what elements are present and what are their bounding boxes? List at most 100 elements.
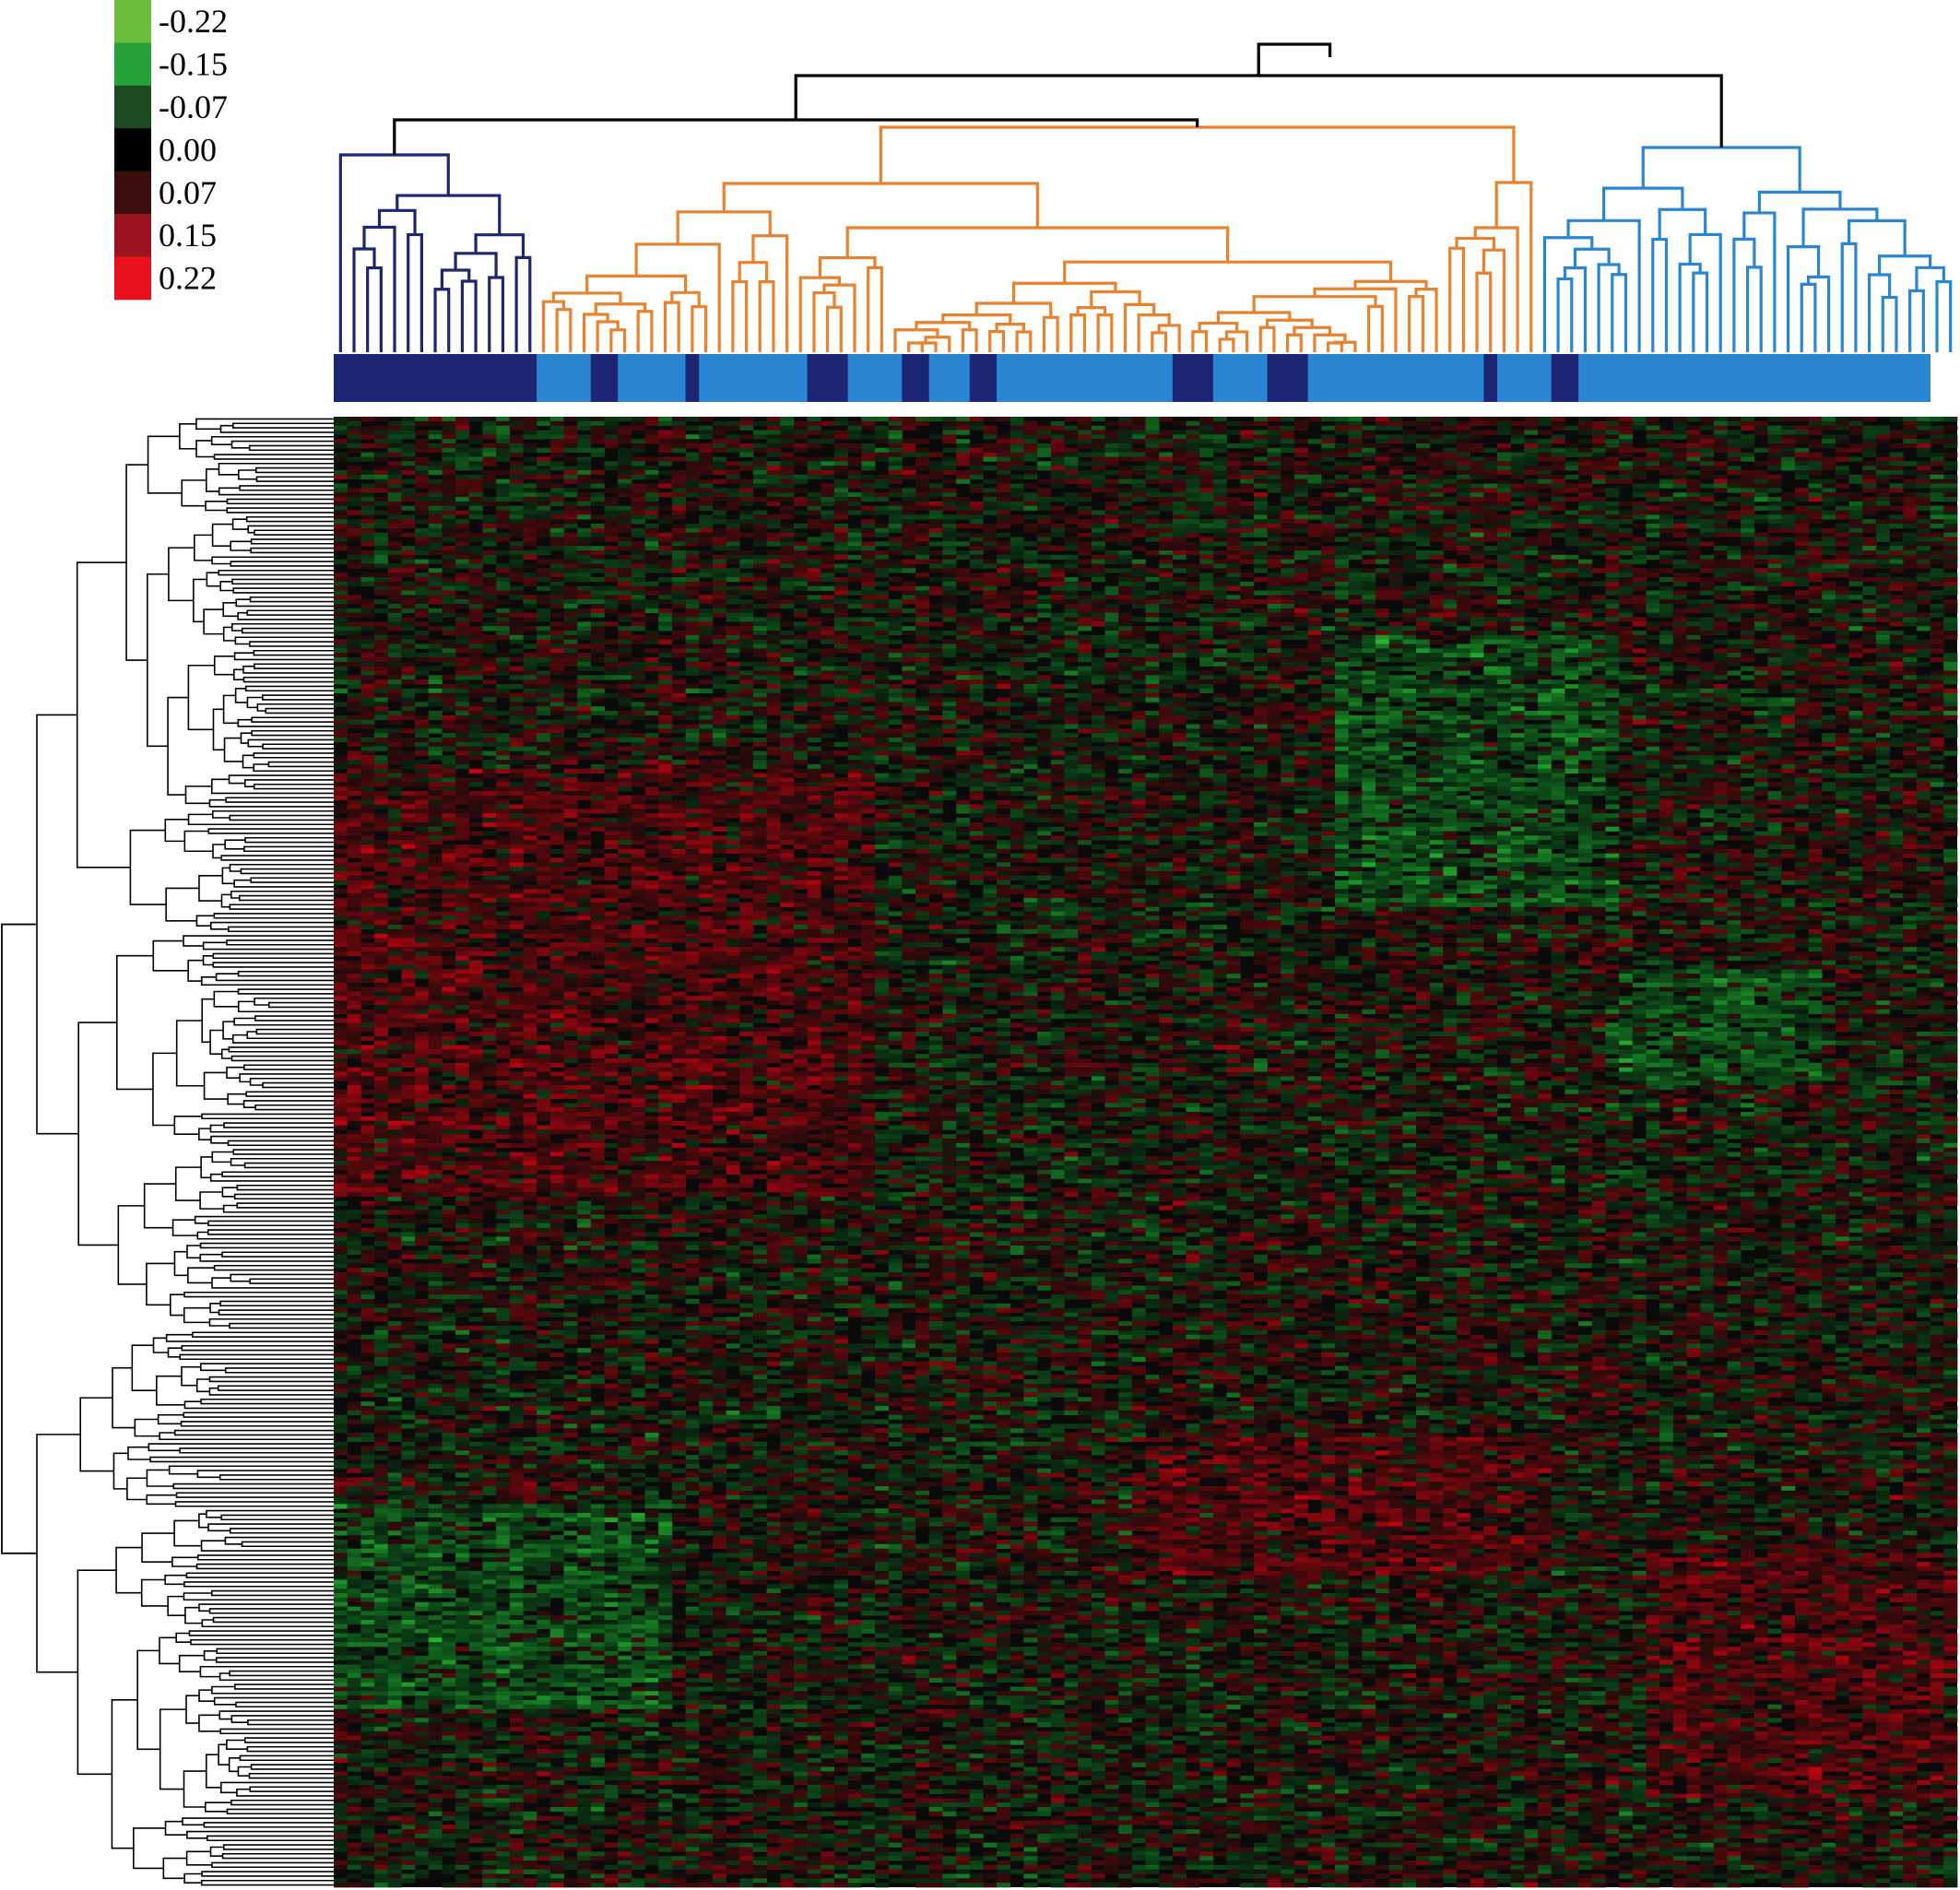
- heatmap-cell: [1307, 510, 1322, 515]
- heatmap-cell: [1497, 626, 1512, 632]
- row-dendrogram-branch: [181, 479, 207, 507]
- column-dendrogram-branch: [867, 266, 883, 352]
- heatmap-cell: [1700, 510, 1715, 515]
- heatmap-cell: [509, 452, 524, 457]
- heatmap-cell: [1253, 559, 1268, 564]
- heatmap-cell: [1240, 612, 1255, 618]
- heatmap-cell: [1307, 612, 1322, 618]
- heatmap-cell: [888, 488, 903, 493]
- row-dendrogram-branch: [159, 1432, 334, 1441]
- row-dendrogram-branch: [202, 941, 334, 951]
- heatmap-cell: [549, 577, 564, 583]
- heatmap-cell: [442, 563, 456, 569]
- heatmap-cell: [1551, 483, 1565, 489]
- heatmap-cell: [1916, 527, 1931, 534]
- heatmap-cell: [537, 568, 551, 573]
- heatmap-cell: [523, 510, 537, 515]
- heatmap-cell: [523, 497, 537, 502]
- heatmap-cell: [1659, 585, 1674, 591]
- heatmap-cell: [1943, 483, 1958, 489]
- heatmap-cell: [549, 439, 564, 444]
- heatmap-cell: [1050, 573, 1065, 578]
- heatmap-cell: [1118, 425, 1133, 431]
- heatmap-cell: [928, 488, 943, 493]
- heatmap-cell: [1281, 626, 1295, 632]
- heatmap-cell: [1875, 434, 1890, 440]
- heatmap-cell: [1943, 581, 1958, 587]
- heatmap-cell: [1010, 474, 1024, 480]
- heatmap-cell: [1794, 519, 1809, 525]
- heatmap-cell: [509, 573, 524, 578]
- heatmap-cell: [1240, 434, 1255, 440]
- heatmap-cell: [726, 608, 740, 614]
- heatmap-cell: [1524, 585, 1539, 591]
- heatmap-cell: [360, 527, 375, 534]
- heatmap-cell: [1741, 590, 1755, 596]
- heatmap-cell: [644, 541, 659, 547]
- heatmap-cell: [496, 443, 511, 449]
- heatmap-cell: [888, 585, 903, 591]
- heatmap-cell: [1416, 563, 1431, 569]
- heatmap-cell: [1321, 524, 1336, 529]
- row-dendrogram-branch: [230, 1799, 334, 1806]
- heatmap-cell: [1281, 573, 1295, 578]
- heatmap-cell: [752, 524, 767, 529]
- heatmap-cell: [1104, 439, 1119, 444]
- heatmap-cell: [387, 621, 402, 627]
- heatmap-cell: [1023, 554, 1038, 561]
- heatmap-cell: [1524, 519, 1539, 525]
- heatmap-cell: [983, 612, 998, 618]
- heatmap-cell: [1457, 497, 1471, 502]
- heatmap-cell: [1402, 505, 1417, 511]
- row-dendrogram-branch: [194, 1215, 334, 1224]
- heatmap-cell: [766, 492, 781, 498]
- heatmap-cell: [1416, 604, 1431, 609]
- heatmap-cell: [1564, 563, 1579, 569]
- heatmap-cell: [1064, 470, 1079, 476]
- heatmap-cell: [1591, 532, 1606, 537]
- column-dendrogram-branch: [1473, 226, 1519, 352]
- heatmap-cell: [1267, 612, 1281, 618]
- heatmap-cell: [712, 510, 726, 515]
- heatmap-cell: [739, 532, 754, 537]
- heatmap-cell: [1808, 466, 1823, 471]
- heatmap-cell: [1334, 554, 1349, 561]
- heatmap-cell: [1524, 524, 1539, 529]
- heatmap-cell: [360, 425, 375, 431]
- heatmap-cell: [1781, 456, 1796, 462]
- heatmap-cell: [1538, 585, 1553, 591]
- heatmap-cell: [442, 532, 456, 537]
- heatmap-cell: [969, 581, 984, 587]
- heatmap-cell: [752, 478, 767, 484]
- heatmap-cell: [1686, 417, 1701, 422]
- heatmap-cell: [1700, 519, 1715, 525]
- heatmap-cell: [861, 527, 876, 534]
- heatmap-cell: [1619, 420, 1634, 427]
- heatmap-cell: [766, 434, 781, 440]
- heatmap-cell: [1875, 501, 1890, 507]
- heatmap-cell: [442, 612, 456, 618]
- heatmap-cell: [1281, 604, 1295, 609]
- heatmap-cell: [766, 612, 781, 618]
- heatmap-cell: [1903, 581, 1918, 587]
- heatmap-cell: [1293, 608, 1308, 614]
- heatmap-cell: [1767, 621, 1782, 627]
- heatmap-cell: [888, 608, 903, 614]
- heatmap-cell: [590, 550, 605, 556]
- heatmap-cell: [807, 524, 821, 529]
- row-dendrogram-branch: [230, 622, 334, 632]
- row-dendrogram-branch: [235, 598, 334, 608]
- heatmap-cell: [1605, 417, 1620, 422]
- heatmap-cell: [1267, 466, 1281, 471]
- heatmap-cell: [509, 608, 524, 614]
- heatmap-cell: [1470, 554, 1484, 561]
- row-dendrogram-branch: [186, 1830, 334, 1839]
- heatmap-cell: [1794, 452, 1809, 457]
- heatmap-cell: [1010, 452, 1024, 457]
- heatmap-cell: [1903, 550, 1918, 556]
- heatmap-cell: [1848, 617, 1863, 622]
- heatmap-cell: [875, 452, 890, 457]
- heatmap-cell: [1916, 550, 1931, 556]
- row-dendrogram-branch: [230, 540, 252, 551]
- heatmap-cell: [1646, 541, 1660, 547]
